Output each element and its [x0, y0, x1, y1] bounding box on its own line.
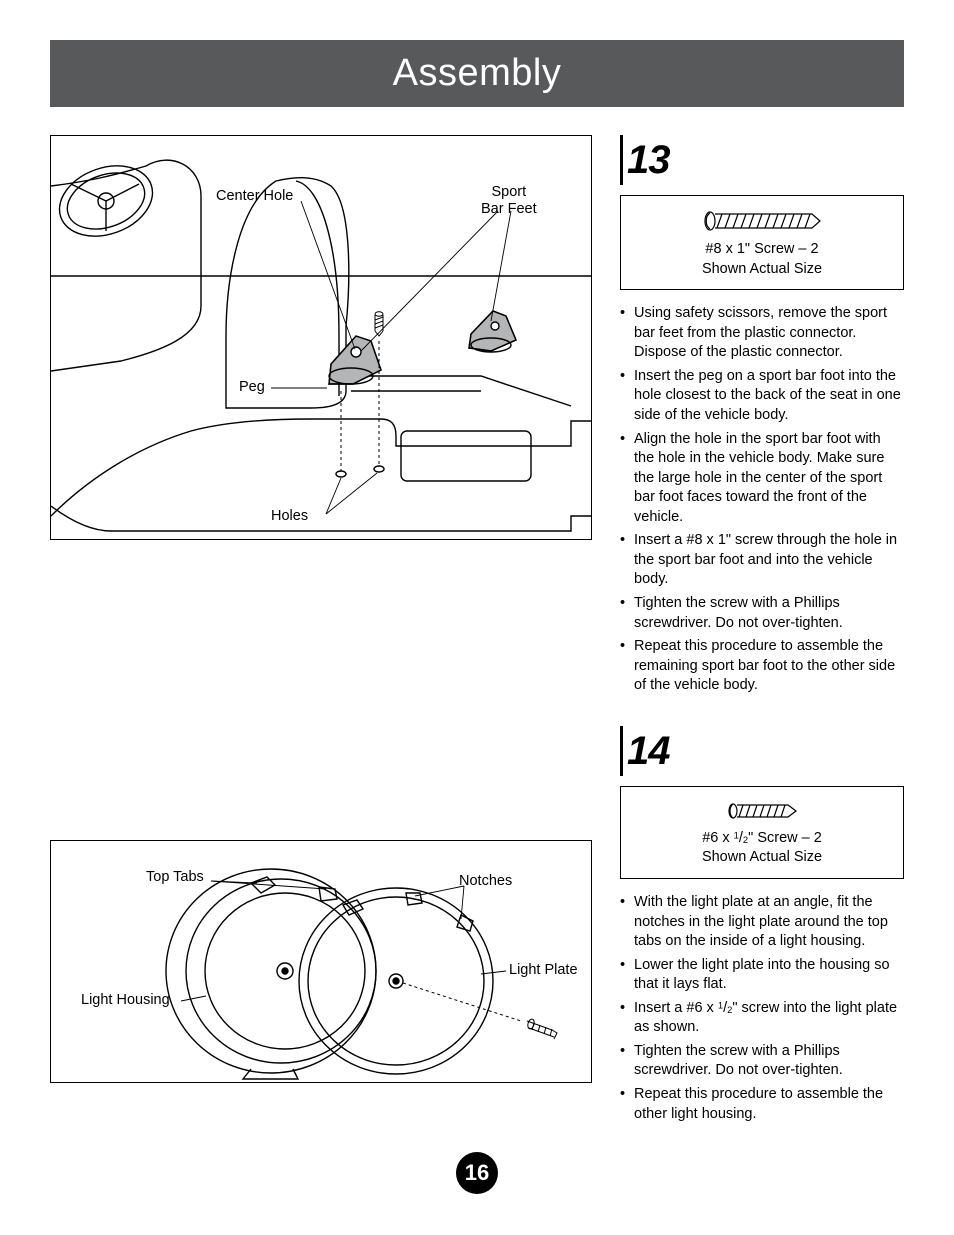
callout-notches: Notches — [459, 873, 512, 890]
screw-box-14: #6 x 1/2" Screw – 2 Shown Actual Size — [620, 786, 904, 879]
list-item: Tighten the screw with a Phillips screwd… — [620, 594, 904, 633]
callout-top-tabs: Top Tabs — [146, 869, 204, 886]
list-item: Tighten the screw with a Phillips screwd… — [620, 1042, 904, 1081]
page-number-badge: 16 — [456, 1152, 498, 1194]
callout-light-plate: Light Plate — [509, 962, 578, 979]
left-column: Center Hole Sport Bar Feet Peg Holes — [50, 135, 592, 1128]
page-title-bar: Assembly — [50, 40, 904, 107]
diagram-sport-bar-feet: Center Hole Sport Bar Feet Peg Holes — [50, 135, 592, 540]
callout-holes: Holes — [271, 508, 308, 525]
screw-label-13: #8 x 1" Screw – 2 Shown Actual Size — [637, 240, 887, 279]
step-badge-13: 13 — [620, 135, 705, 185]
list-item: Using safety scissors, remove the sport … — [620, 304, 904, 363]
diagram-light-housing: Top Tabs Notches Light Plate Light Housi… — [50, 840, 592, 1083]
list-item: Insert the peg on a sport bar foot into … — [620, 367, 904, 426]
step13-bullets: Using safety scissors, remove the sport … — [620, 304, 904, 696]
list-item: Repeat this procedure to assemble the ot… — [620, 1085, 904, 1124]
page-title: Assembly — [393, 52, 562, 94]
screw-box-13: #8 x 1" Screw – 2 Shown Actual Size — [620, 195, 904, 290]
list-item: Insert a #6 x 1/2" screw into the light … — [620, 999, 904, 1038]
callout-sport-bar-feet: Sport Bar Feet — [481, 184, 537, 219]
right-column: 13 #8 x 1" Screw – 2 Shown Actual Size — [620, 135, 904, 1128]
list-item: Insert a #8 x 1" screw through the hole … — [620, 531, 904, 590]
callout-light-housing: Light Housing — [81, 992, 170, 1009]
callout-center-hole: Center Hole — [216, 188, 293, 205]
step14-bullets: With the light plate at an angle, fit th… — [620, 893, 904, 1124]
screw-icon-14 — [726, 799, 798, 823]
page: Assembly — [0, 0, 954, 1234]
step-number-13: 13 — [623, 135, 705, 185]
list-item: With the light plate at an angle, fit th… — [620, 893, 904, 952]
content-columns: Center Hole Sport Bar Feet Peg Holes — [50, 135, 904, 1128]
callout-peg: Peg — [239, 379, 265, 396]
screw-icon-13 — [702, 208, 822, 234]
page-number: 16 — [465, 1160, 489, 1186]
list-item: Repeat this procedure to assemble the re… — [620, 637, 904, 696]
list-item: Align the hole in the sport bar foot wit… — [620, 430, 904, 528]
step-badge-14: 14 — [620, 726, 705, 776]
list-item: Lower the light plate into the housing s… — [620, 956, 904, 995]
screw-label-14: #6 x 1/2" Screw – 2 Shown Actual Size — [637, 829, 887, 868]
step-number-14: 14 — [623, 726, 705, 776]
